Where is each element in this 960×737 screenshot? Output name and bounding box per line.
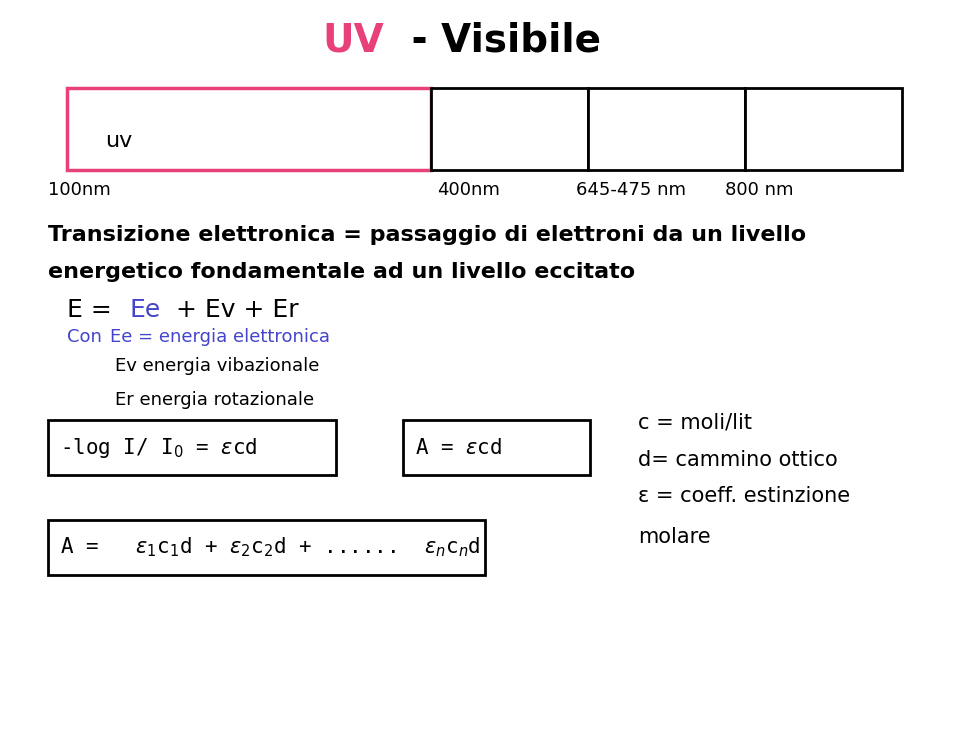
Text: + Ev + Er: + Ev + Er — [168, 298, 299, 323]
Text: d= cammino ottico: d= cammino ottico — [638, 450, 838, 469]
Text: Er energia rotazionale: Er energia rotazionale — [115, 391, 314, 408]
FancyBboxPatch shape — [588, 88, 745, 170]
Text: 100nm: 100nm — [48, 181, 110, 198]
Text: E =: E = — [67, 298, 120, 323]
Text: 800 nm: 800 nm — [725, 181, 793, 198]
Text: A = $\varepsilon$cd: A = $\varepsilon$cd — [415, 438, 501, 458]
FancyBboxPatch shape — [48, 420, 336, 475]
Text: Transizione elettronica = passaggio di elettroni da un livello: Transizione elettronica = passaggio di e… — [48, 225, 806, 245]
FancyBboxPatch shape — [403, 420, 590, 475]
FancyBboxPatch shape — [67, 88, 430, 170]
Text: Ee = energia elettronica: Ee = energia elettronica — [110, 328, 330, 346]
Text: c = moli/lit: c = moli/lit — [638, 413, 753, 433]
FancyBboxPatch shape — [430, 88, 588, 170]
Text: 645-475 nm: 645-475 nm — [576, 181, 686, 198]
Text: molare: molare — [638, 527, 711, 547]
FancyBboxPatch shape — [745, 88, 902, 170]
Text: Ee: Ee — [130, 298, 161, 323]
Text: 400nm: 400nm — [437, 181, 499, 198]
Text: Ev energia vibazionale: Ev energia vibazionale — [115, 357, 320, 375]
Text: - Visibile: - Visibile — [398, 21, 601, 60]
Text: Con: Con — [67, 328, 108, 346]
Text: energetico fondamentale ad un livello eccitato: energetico fondamentale ad un livello ec… — [48, 262, 636, 282]
Text: UV: UV — [323, 21, 384, 60]
FancyBboxPatch shape — [48, 520, 485, 575]
Text: uv: uv — [106, 131, 132, 151]
Text: ε = coeff. estinzione: ε = coeff. estinzione — [638, 486, 851, 506]
Text: A =   $\varepsilon_1$c$_1$d + $\varepsilon_2$c$_2$d + ......  $\varepsilon_n$c$_: A = $\varepsilon_1$c$_1$d + $\varepsilon… — [60, 536, 480, 559]
Text: -log I/ I$_0$ = $\varepsilon$cd: -log I/ I$_0$ = $\varepsilon$cd — [60, 436, 257, 460]
